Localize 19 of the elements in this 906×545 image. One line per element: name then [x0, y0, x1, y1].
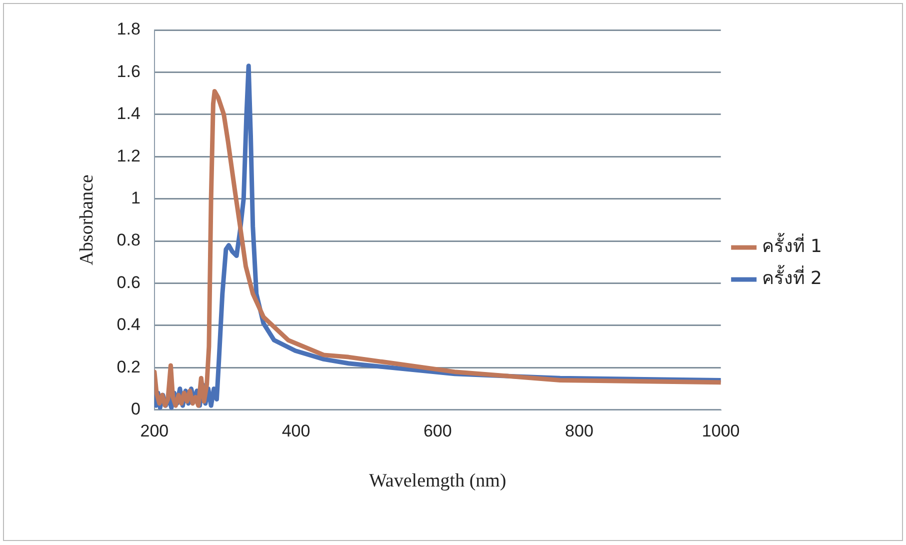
- y-tick-label: 0.8: [116, 230, 140, 250]
- y-tick-label: 1.6: [116, 62, 140, 81]
- y-tick-label: 1.8: [116, 20, 140, 39]
- legend-label: ครั้งที่ 2: [762, 265, 822, 290]
- x-tick-label: 600: [423, 422, 452, 441]
- x-tick-label: 800: [565, 422, 594, 441]
- y-tick-label: 1.2: [116, 146, 140, 166]
- y-axis-title: Absorbance: [76, 174, 98, 266]
- y-tick-label: 0.6: [116, 272, 140, 292]
- x-axis-title: Wavelemgth (nm): [369, 470, 506, 492]
- x-tick-label: 200: [140, 422, 169, 441]
- y-tick-label: 1.4: [116, 104, 140, 124]
- x-tick-label: 400: [282, 422, 310, 441]
- legend-label: ครั้งที่ 1: [762, 233, 822, 258]
- x-tick-label: 1000: [702, 422, 740, 441]
- y-tick-label: 0.2: [116, 357, 140, 376]
- y-tick-label: 0.4: [116, 315, 140, 334]
- y-tick-label: 0: [130, 399, 140, 418]
- y-tick-label: 1: [130, 188, 140, 208]
